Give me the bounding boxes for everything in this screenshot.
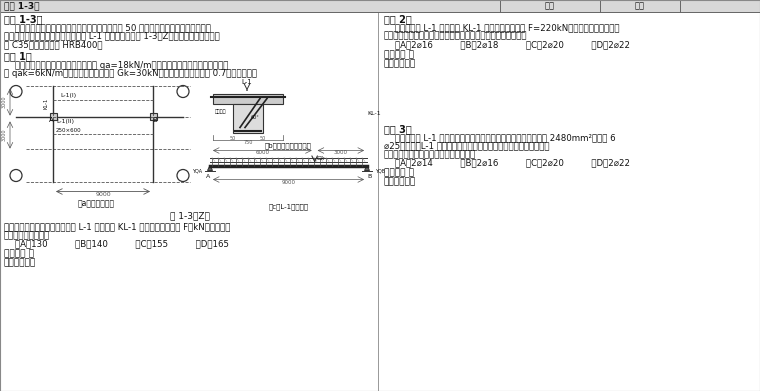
Bar (49, 113, 56, 120)
Text: 50: 50 (260, 136, 266, 140)
Text: 得分: 得分 (635, 1, 645, 10)
Text: 假定，次梁上的永久均布荷载标准值 qa=18kN/m（包括自重），可变均布荷载标准: 假定，次梁上的永久均布荷载标准值 qa=18kN/m（包括自重），可变均布荷载标… (4, 61, 228, 70)
Text: B: B (367, 174, 371, 179)
Text: 【题 1-3】: 【题 1-3】 (4, 14, 43, 24)
Text: 9000: 9000 (281, 181, 296, 185)
Text: 答案：（ ）: 答案：（ ） (4, 249, 34, 258)
Text: 题号: 题号 (545, 1, 555, 10)
Text: 【题 2】: 【题 2】 (384, 14, 412, 24)
Text: 某办公楼为现浇混凝土框架结构，设计使用年限 50 年，安全等级为二级，其二层局: 某办公楼为现浇混凝土框架结构，设计使用年限 50 年，安全等级为二级，其二层局 (4, 23, 211, 32)
Text: （A）2⌀16          （B）2⌀18          （C）2⌀20          （D）2⌀22: （A）2⌀16 （B）2⌀18 （C）2⌀20 （D）2⌀22 (384, 40, 630, 49)
Polygon shape (365, 165, 369, 170)
Text: 【题 1】: 【题 1】 (4, 52, 32, 61)
Text: 主要解答过程: 主要解答过程 (384, 59, 416, 68)
Polygon shape (207, 165, 213, 170)
Bar (150, 113, 157, 120)
Text: 答案：（ ）: 答案：（ ） (384, 50, 414, 59)
Text: 主要解答过程: 主要解答过程 (4, 258, 36, 267)
Text: L-1(II): L-1(II) (56, 120, 74, 124)
Text: A: A (206, 174, 210, 179)
Text: （b）主次梁节点示意图: （b）主次梁节点示意图 (265, 142, 312, 149)
Text: 3000: 3000 (2, 128, 7, 141)
Text: KL-1: KL-1 (43, 98, 49, 109)
Text: 假定，次梁 L-1 传给主梁 KL-1 的集中荷载设计值 F=220kN，且该集中荷载全部由: 假定，次梁 L-1 传给主梁 KL-1 的集中荷载设计值 F=220kN，且该集… (384, 23, 619, 32)
Text: B: B (153, 117, 157, 122)
Text: 值 qak=6kN/m，永久集中荷载标准值 Gk=30kN，可变荷载组合值系数 0.7。试问，当不: 值 qak=6kN/m，永久集中荷载标准值 Gk=30kN，可变荷载组合值系数 … (4, 69, 257, 78)
Text: （A）2⌀14          （B）2⌀16          （C）2⌀20          （D）2⌀22: （A）2⌀14 （B）2⌀16 （C）2⌀20 （D）2⌀22 (384, 158, 630, 167)
Text: 假定，次梁 L-1 跨中下部纵向受力钢筋按计算所需的截面面积为 2480mm²，实配 6: 假定，次梁 L-1 跨中下部纵向受力钢筋按计算所需的截面面积为 2480mm²，… (384, 133, 616, 142)
Text: 3000: 3000 (2, 95, 7, 108)
Text: 何项数值最为接近？: 何项数值最为接近？ (4, 231, 50, 240)
Text: 主要解答过程: 主要解答过程 (384, 178, 416, 187)
Text: 【题 3】: 【题 3】 (384, 124, 412, 134)
Text: 图 1-3（Z）: 图 1-3（Z） (170, 212, 210, 221)
Text: YQA: YQA (192, 169, 202, 174)
Text: 750: 750 (243, 140, 252, 145)
Text: 附加吊筋: 附加吊筋 (215, 108, 226, 113)
Text: 考虑楼面活载折减系数时，次梁 L-1 传给主梁 KL-1 的集中荷载设计值 F（kN），与下列: 考虑楼面活载折减系数时，次梁 L-1 传给主梁 KL-1 的集中荷载设计值 F（… (4, 222, 230, 231)
Text: 60°: 60° (251, 115, 260, 120)
Text: （A）130          （B）140          （C）155          （D）165: （A）130 （B）140 （C）155 （D）165 (4, 240, 229, 249)
Bar (233, 104, 263, 133)
Text: 50: 50 (230, 136, 236, 140)
Bar (0, 0, 760, 12)
Text: （a）局部平面图: （a）局部平面图 (78, 199, 115, 208)
Text: 250×600: 250×600 (56, 127, 81, 133)
Text: 附加吊筋承担。试问，附加吊筋的配置选用下列何项最为合适？: 附加吊筋承担。试问，附加吊筋的配置选用下列何项最为合适？ (384, 32, 527, 41)
Text: 提示：梁顶钢筋在主梁内满足锚固要求。: 提示：梁顶钢筋在主梁内满足锚固要求。 (384, 150, 477, 159)
Text: 【题 1-3】: 【题 1-3】 (4, 1, 40, 10)
Text: A: A (49, 117, 53, 122)
Text: 答案：（ ）: 答案：（ ） (384, 169, 414, 178)
Text: Gk: Gk (317, 156, 325, 160)
Text: 3000: 3000 (334, 149, 348, 154)
Text: KL-1: KL-1 (367, 111, 381, 116)
Text: ⌀25，试问，L-1 支座上部的纵向钢筋，至少应采用下列何项配置？: ⌀25，试问，L-1 支座上部的纵向钢筋，至少应采用下列何项配置？ (384, 142, 549, 151)
Text: L-1(I): L-1(I) (60, 93, 76, 99)
Text: L-1: L-1 (242, 79, 252, 84)
Text: 级 C35，钢筋均采用 HRB400。: 级 C35，钢筋均采用 HRB400。 (4, 40, 103, 49)
Text: 6000: 6000 (255, 149, 269, 154)
Text: （c）L-1计算简图: （c）L-1计算简图 (268, 203, 309, 210)
Text: YQB: YQB (375, 169, 385, 174)
Text: 部平面图、主次梁节点示意图和次梁 L-1 的计算简图如图 1-3（Z）所示，混凝土强度等: 部平面图、主次梁节点示意图和次梁 L-1 的计算简图如图 1-3（Z）所示，混凝… (4, 32, 220, 41)
Bar (213, 93, 283, 104)
Text: 9000: 9000 (95, 192, 111, 197)
